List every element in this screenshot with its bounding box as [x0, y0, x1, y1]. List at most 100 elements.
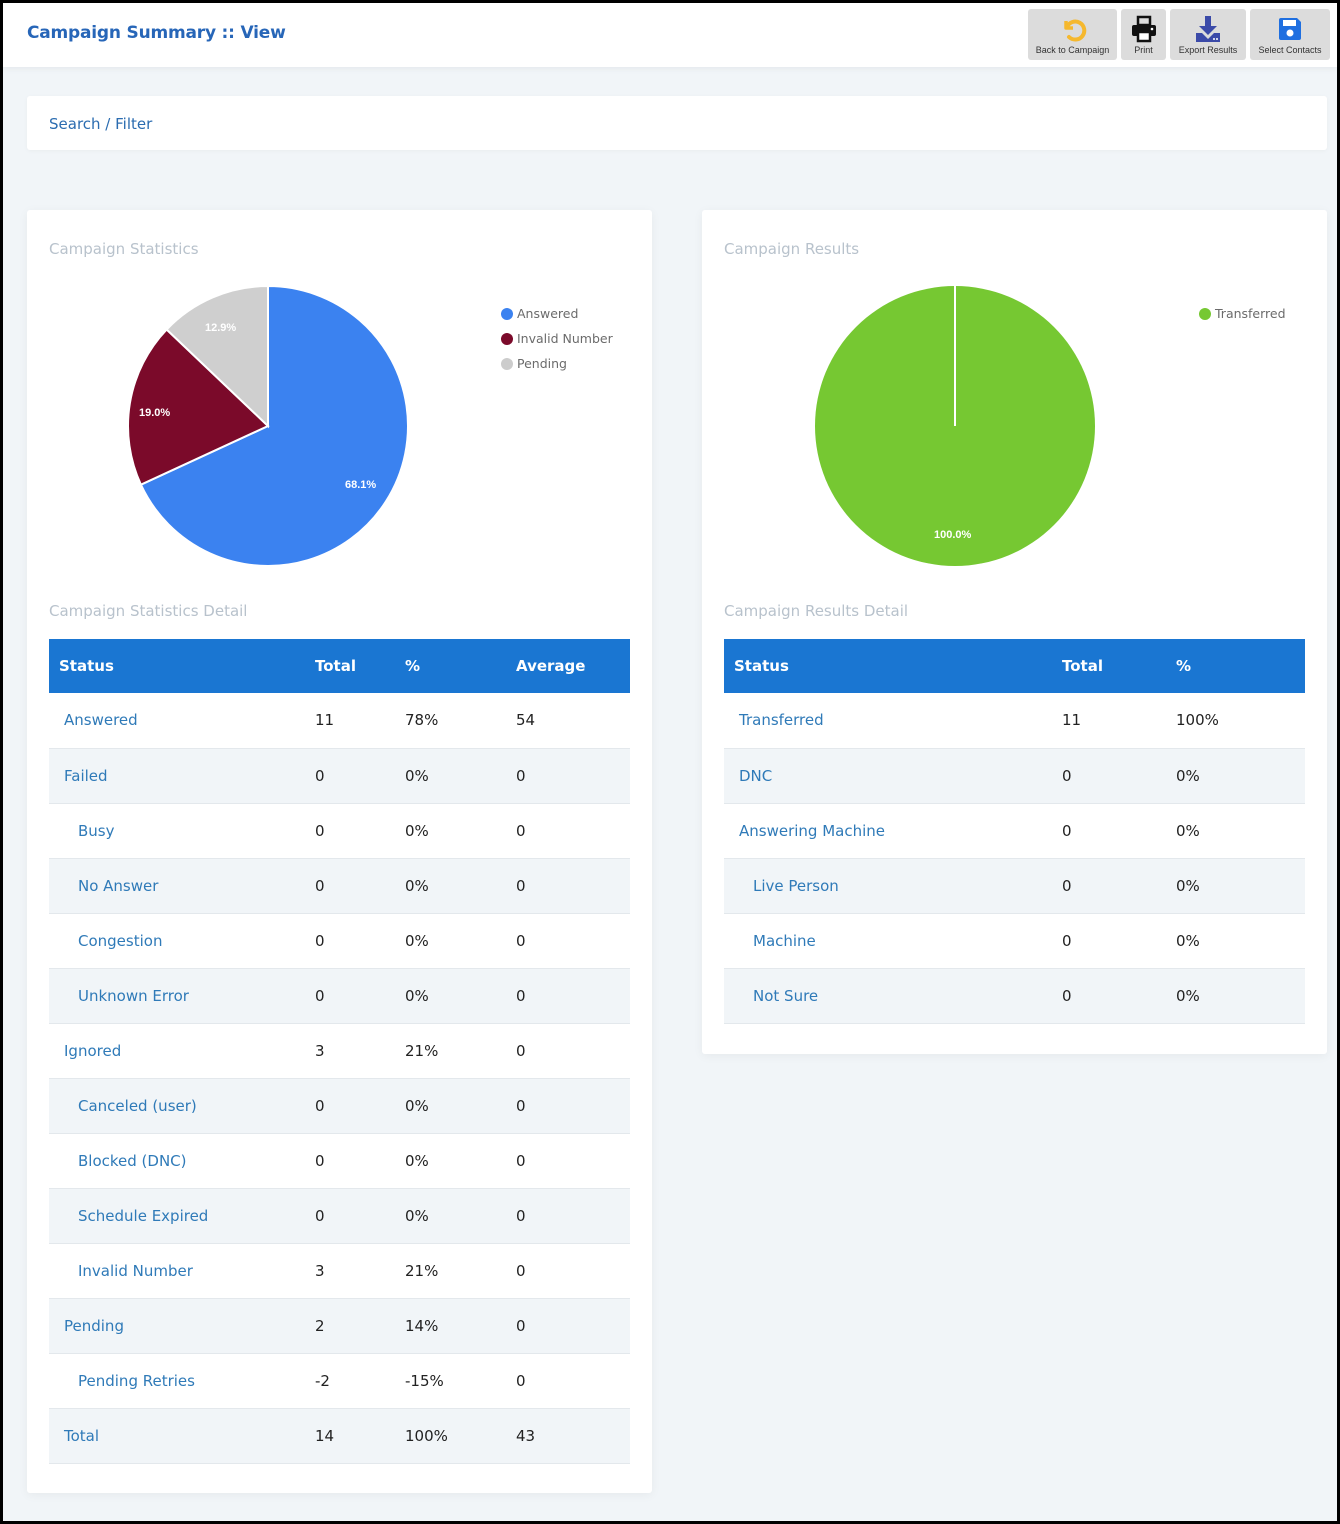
print-label: Print [1134, 45, 1153, 55]
total-cell: -2 [315, 1371, 330, 1390]
status-link[interactable]: Not Sure [753, 986, 819, 1005]
table-row: Pending 2 14% 0 [49, 1298, 630, 1353]
status-link[interactable]: Canceled (user) [78, 1096, 197, 1115]
status-link[interactable]: Invalid Number [78, 1261, 193, 1280]
pct-cell: 100% [1176, 711, 1219, 730]
avg-cell: 54 [516, 711, 536, 730]
status-link[interactable]: Busy [78, 821, 115, 840]
back-to-campaign-button[interactable]: Back to Campaign [1028, 9, 1117, 60]
search-filter-toggle[interactable]: Search / Filter [49, 115, 153, 133]
status-link[interactable]: Unknown Error [78, 986, 189, 1005]
select-contacts-button[interactable]: Select Contacts [1250, 9, 1330, 60]
total-cell: 14 [315, 1426, 335, 1445]
avg-cell: 0 [516, 766, 526, 785]
pct-cell: 21% [405, 1261, 439, 1280]
legend-item-transferred[interactable]: Transferred [1199, 301, 1286, 326]
status-link[interactable]: Transferred [739, 711, 824, 730]
table-row: Schedule Expired 0 0% 0 [49, 1188, 630, 1243]
status-link[interactable]: Pending [64, 1316, 124, 1335]
total-cell: 0 [1062, 876, 1072, 895]
pct-cell: 0% [405, 821, 429, 840]
pct-cell: 0% [405, 1206, 429, 1225]
legend-dot-icon [501, 357, 513, 370]
status-link[interactable]: Live Person [753, 876, 839, 895]
status-link[interactable]: Answering Machine [739, 821, 886, 840]
status-cell: No Answer [49, 858, 305, 913]
table-row: Live Person 0 0% [724, 858, 1305, 913]
table-row: Pending Retries -2 -15% 0 [49, 1353, 630, 1408]
total-cell: 0 [1062, 766, 1072, 785]
status-link[interactable]: Answered [64, 711, 138, 730]
legend-item-invalid-number[interactable]: Invalid Number [501, 326, 613, 351]
status-cell: Unknown Error [49, 968, 305, 1023]
pct-cell: 0% [405, 876, 429, 895]
column-header-percent: % [405, 657, 421, 675]
total-cell: 0 [1062, 931, 1072, 950]
table-row: Failed 0 0% 0 [49, 748, 630, 803]
table-row: Machine 0 0% [724, 913, 1305, 968]
status-link[interactable]: Blocked (DNC) [78, 1151, 187, 1170]
legend-label: Pending [517, 356, 567, 371]
pct-cell: -15% [405, 1371, 444, 1390]
status-link[interactable]: Total [64, 1426, 100, 1445]
table-row: Canceled (user) 0 0% 0 [49, 1078, 630, 1133]
column-header-total: Total [1062, 657, 1103, 675]
legend-item-answered[interactable]: Answered [501, 301, 613, 326]
avg-cell: 0 [516, 1316, 526, 1335]
legend-item-pending[interactable]: Pending [501, 351, 613, 376]
table-row: No Answer 0 0% 0 [49, 858, 630, 913]
total-cell: 11 [1062, 711, 1082, 730]
select-contacts-label: Select Contacts [1258, 45, 1322, 55]
pct-cell: 0% [405, 986, 429, 1005]
pie-label-transferred: 100.0% [934, 529, 972, 541]
status-link[interactable]: No Answer [78, 876, 159, 895]
status-cell: Pending Retries [49, 1353, 305, 1408]
total-cell: 0 [315, 1096, 325, 1115]
status-link[interactable]: Congestion [78, 931, 163, 950]
status-link[interactable]: Ignored [64, 1041, 122, 1060]
status-cell: Invalid Number [49, 1243, 305, 1298]
status-cell: DNC [724, 748, 1052, 803]
campaign-results-pie-chart: 100.0% [815, 286, 1095, 566]
column-header-average: Average [516, 657, 586, 675]
status-cell: Pending [49, 1298, 305, 1353]
export-results-button[interactable]: Export Results [1170, 9, 1246, 60]
status-cell: Machine [724, 913, 1052, 968]
total-cell: 0 [315, 766, 325, 785]
save-icon [1276, 15, 1304, 43]
print-button[interactable]: Print [1121, 9, 1166, 60]
total-cell: 0 [315, 986, 325, 1005]
status-link[interactable]: Machine [753, 931, 816, 950]
status-link[interactable]: Pending Retries [78, 1371, 195, 1390]
column-header-total: Total [315, 657, 356, 675]
pie-label-answered: 68.1% [345, 479, 376, 491]
avg-cell: 0 [516, 1371, 526, 1390]
total-cell: 11 [315, 711, 335, 730]
table-row: Transferred 11 100% [724, 693, 1305, 748]
table-row: Blocked (DNC) 0 0% 0 [49, 1133, 630, 1188]
total-cell: 0 [1062, 986, 1072, 1005]
status-cell: Answered [49, 693, 305, 748]
pie-slice-pending[interactable] [165, 284, 269, 429]
pie-slice-answered[interactable] [139, 284, 409, 567]
page: Campaign Summary :: View Back to Campaig… [3, 3, 1337, 1521]
pct-cell: 0% [1176, 821, 1200, 840]
avg-cell: 0 [516, 1151, 526, 1170]
status-link[interactable]: DNC [739, 766, 773, 785]
pct-cell: 0% [1176, 876, 1200, 895]
avg-cell: 0 [516, 876, 526, 895]
status-cell: Canceled (user) [49, 1078, 305, 1133]
status-link[interactable]: Schedule Expired [78, 1206, 209, 1225]
pie-slice-invalid-number[interactable] [127, 328, 270, 487]
status-link[interactable]: Failed [64, 766, 108, 785]
avg-cell: 0 [516, 1261, 526, 1280]
printer-icon [1130, 15, 1158, 43]
total-cell: 3 [315, 1261, 325, 1280]
legend-label: Transferred [1215, 306, 1286, 321]
status-cell: Schedule Expired [49, 1188, 305, 1243]
undo-icon [1059, 15, 1087, 43]
table-row: Total 14 100% 43 [49, 1408, 630, 1463]
total-cell: 0 [315, 931, 325, 950]
status-cell: Blocked (DNC) [49, 1133, 305, 1188]
pct-cell: 0% [1176, 931, 1200, 950]
